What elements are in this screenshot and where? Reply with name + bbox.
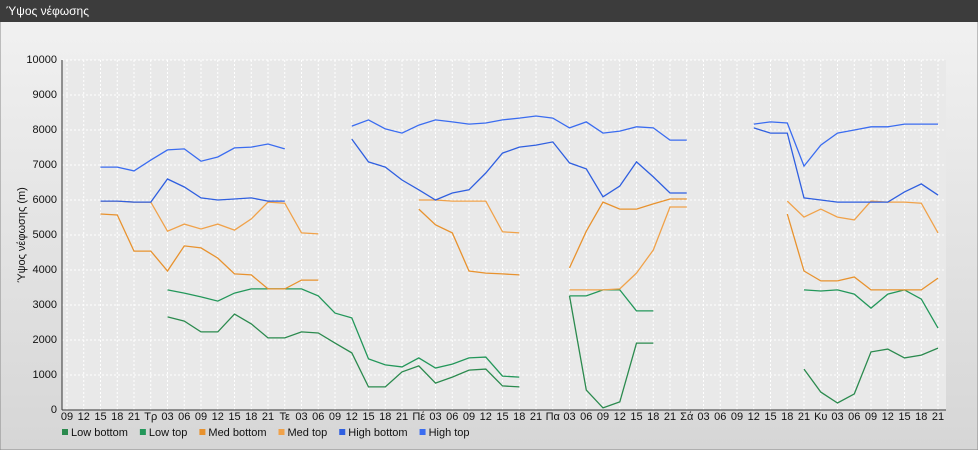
x-tick-label: 09 <box>865 411 877 423</box>
x-tick-label: 06 <box>178 411 190 423</box>
x-tick-label: 03 <box>429 411 441 423</box>
y-tick-label: 1000 <box>33 369 57 381</box>
x-tick-label: 06 <box>580 411 592 423</box>
series-line <box>100 127 939 203</box>
x-tick-label: 15 <box>94 411 106 423</box>
x-tick-label: 15 <box>496 411 508 423</box>
x-tick-label: 06 <box>312 411 324 423</box>
x-tick-label: Πέ <box>412 411 425 423</box>
x-tick-label: 09 <box>463 411 475 423</box>
x-tick-label: Τρ <box>144 411 157 423</box>
x-tick-label: 21 <box>530 411 542 423</box>
legend-swatch <box>139 429 146 435</box>
x-tick-label: 18 <box>111 411 123 423</box>
x-tick-label: 12 <box>78 411 90 423</box>
x-tick-label: 18 <box>915 411 927 423</box>
x-tick-label: 06 <box>714 411 726 423</box>
x-tick-label: Πα <box>546 411 561 423</box>
x-tick-label: 03 <box>697 411 709 423</box>
y-tick-label: 9000 <box>33 89 57 101</box>
x-tick-label: 03 <box>563 411 575 423</box>
x-tick-label: 12 <box>748 411 760 423</box>
x-tick-label: 03 <box>161 411 173 423</box>
y-tick-label: 5000 <box>33 229 57 241</box>
y-tick-label: 3000 <box>33 299 57 311</box>
x-tick-label: 21 <box>664 411 676 423</box>
x-tick-label: 21 <box>262 411 274 423</box>
x-tick-label: 03 <box>831 411 843 423</box>
legend-swatch <box>278 429 285 435</box>
series-line <box>100 198 939 291</box>
legend-label: High bottom <box>348 427 407 439</box>
y-axis-label: Ύψος νέφωσης (m) <box>16 187 28 283</box>
x-tick-label: 12 <box>212 411 224 423</box>
y-tick-label: 8000 <box>33 124 57 136</box>
legend-label: Low bottom <box>71 427 128 439</box>
x-tick-label: 18 <box>379 411 391 423</box>
window-title: Ύψος νέφωσης <box>6 4 89 18</box>
legend-label: Med top <box>288 427 328 439</box>
y-tick-label: 10000 <box>26 54 57 66</box>
y-tick-label: 2000 <box>33 334 57 346</box>
x-tick-label: 09 <box>329 411 341 423</box>
x-tick-label: 06 <box>848 411 860 423</box>
x-tick-label: 15 <box>630 411 642 423</box>
series-line <box>100 199 939 291</box>
y-tick-label: 0 <box>51 404 57 416</box>
x-tick-label: 09 <box>597 411 609 423</box>
title-bar <box>0 0 978 22</box>
x-tick-label: 06 <box>446 411 458 423</box>
x-tick-label: 09 <box>195 411 207 423</box>
x-tick-label: 12 <box>882 411 894 423</box>
series-line <box>100 115 938 172</box>
series-line <box>167 295 939 409</box>
legend-label: Low top <box>149 427 188 439</box>
x-tick-label: Κυ <box>814 411 827 423</box>
x-tick-label: 03 <box>295 411 307 423</box>
legend-label: High top <box>429 427 470 439</box>
legend-swatch <box>199 429 206 435</box>
x-tick-label: 09 <box>61 411 73 423</box>
x-tick-label: 18 <box>781 411 793 423</box>
x-tick-label: Τε <box>280 411 291 423</box>
x-tick-label: 15 <box>362 411 374 423</box>
x-tick-label: 18 <box>513 411 525 423</box>
x-tick-label: 12 <box>480 411 492 423</box>
y-tick-label: 7000 <box>33 159 57 171</box>
x-tick-label: 21 <box>798 411 810 423</box>
x-tick-label: 21 <box>128 411 140 423</box>
x-tick-label: Σά <box>680 411 694 423</box>
legend-swatch <box>62 429 68 435</box>
x-tick-label: 21 <box>932 411 944 423</box>
x-tick-label: 21 <box>396 411 408 423</box>
x-tick-label: 12 <box>346 411 358 423</box>
legend-swatch <box>339 429 346 435</box>
x-tick-label: 09 <box>731 411 743 423</box>
x-tick-label: 15 <box>228 411 240 423</box>
legend-label: Med bottom <box>208 427 266 439</box>
x-tick-label: 18 <box>647 411 659 423</box>
x-tick-label: 18 <box>245 411 257 423</box>
y-tick-label: 4000 <box>33 264 57 276</box>
x-tick-label: 15 <box>764 411 776 423</box>
x-tick-label: 15 <box>898 411 910 423</box>
y-tick-label: 6000 <box>33 194 57 206</box>
x-tick-label: 12 <box>614 411 626 423</box>
legend-swatch <box>419 429 426 435</box>
